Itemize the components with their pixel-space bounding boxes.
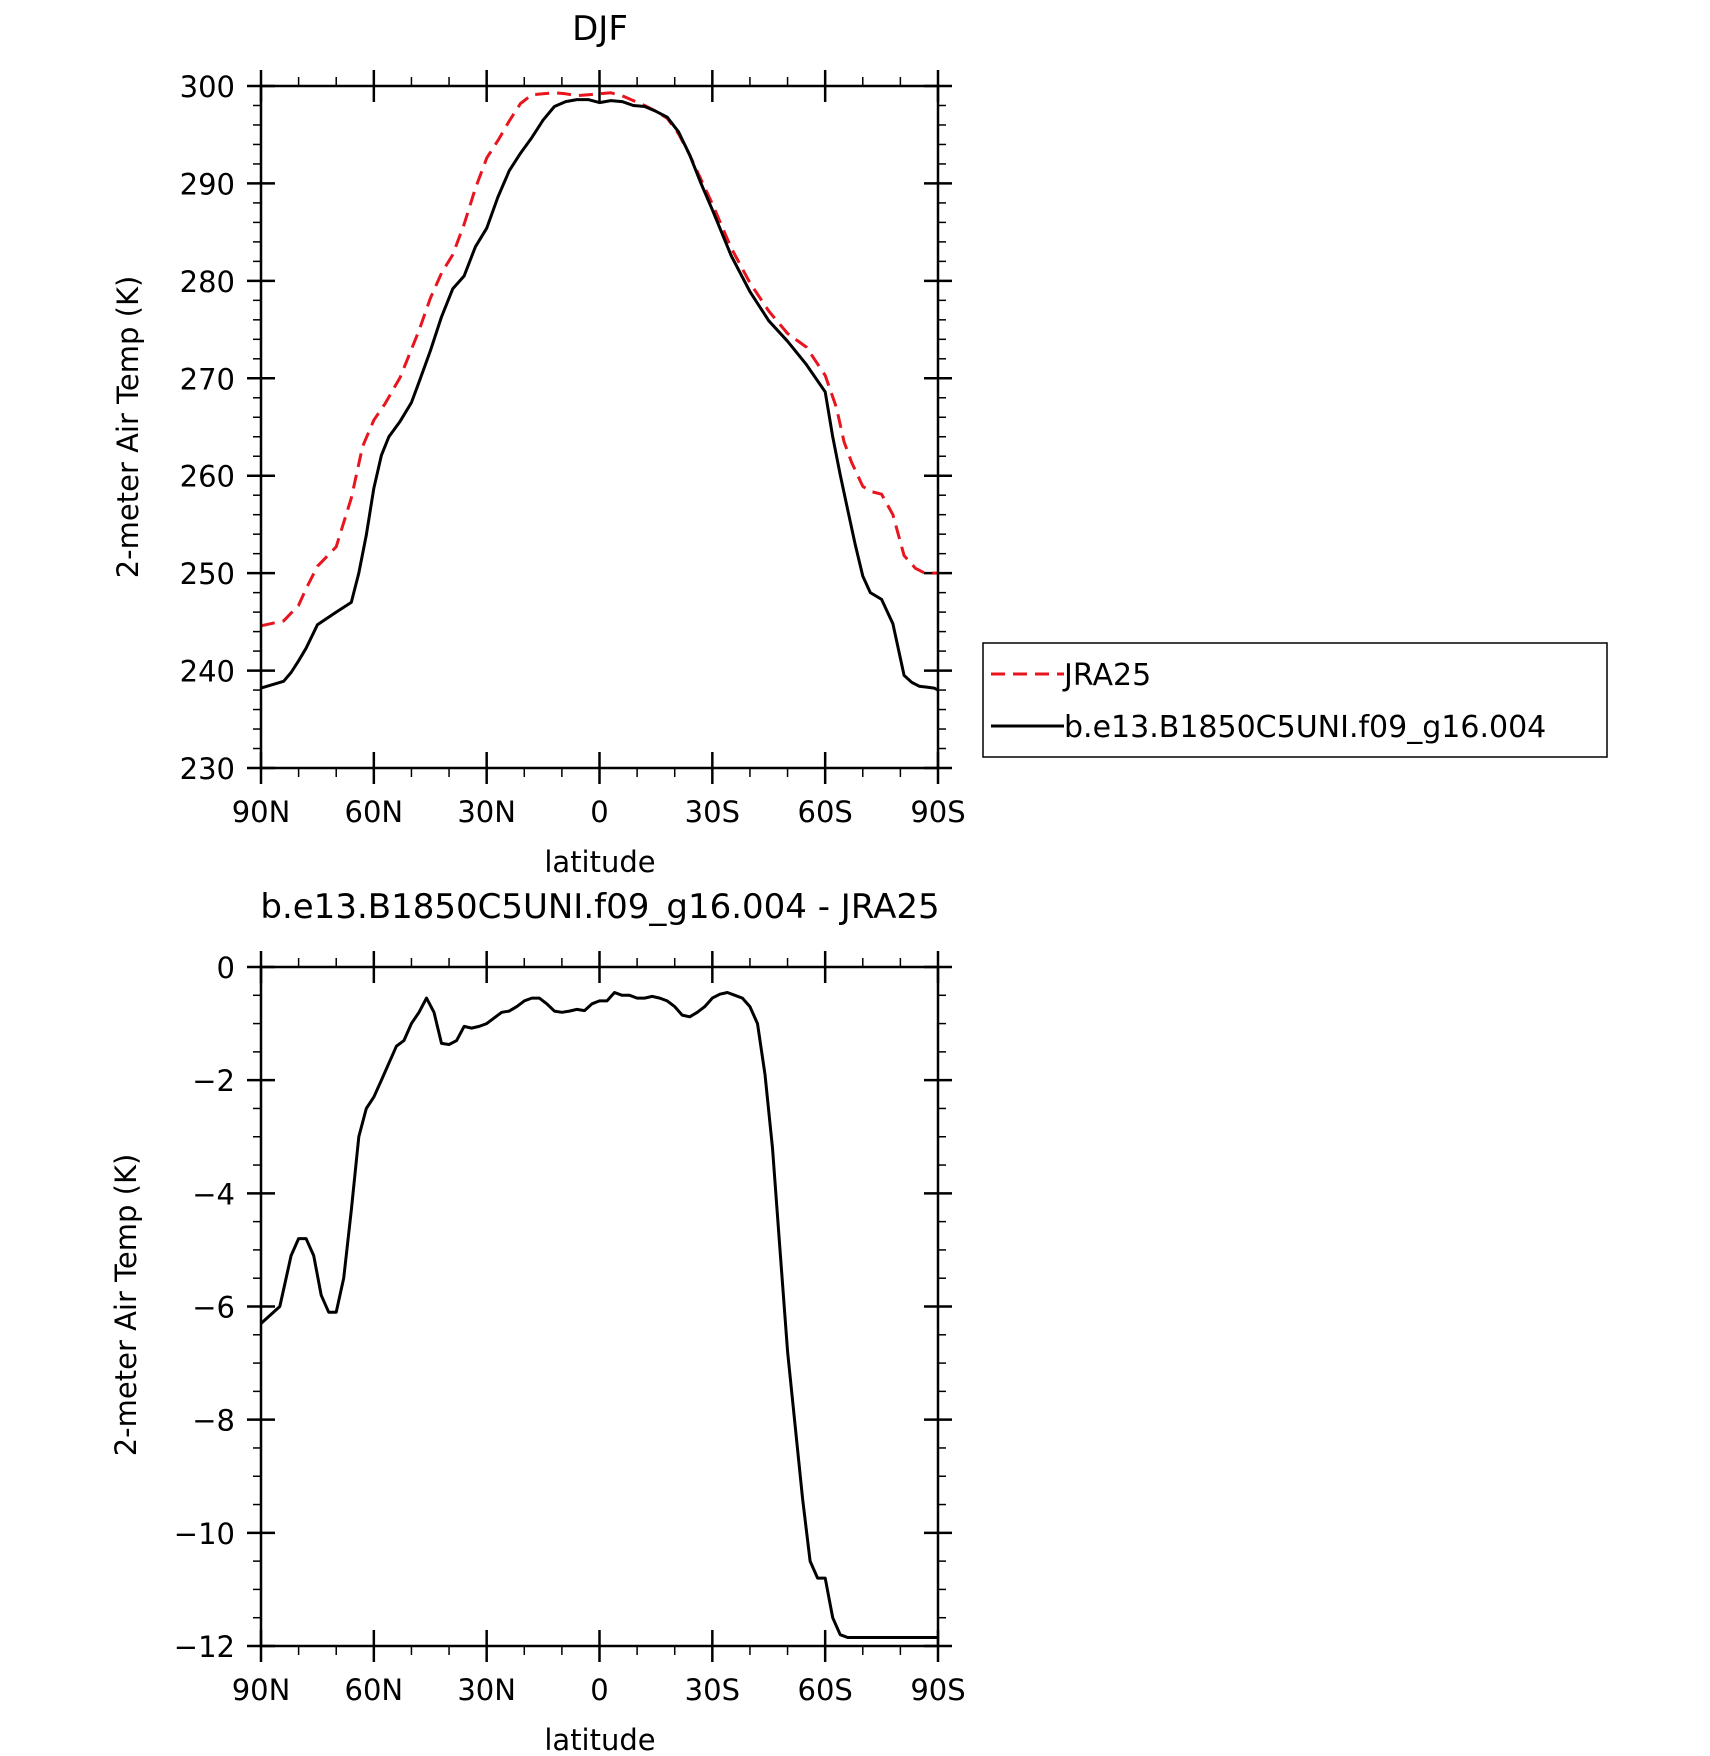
bottom-panel: b.e13.B1850C5UNI.f09_g16.004 - JRA25 2-m… [109, 887, 966, 1756]
top-y-tick-label: 280 [180, 265, 235, 299]
top-plot-frame [259, 84, 940, 770]
bottom-y-tick-label: 0 [217, 951, 235, 985]
bottom-y-tick-label: −10 [174, 1517, 235, 1551]
legend-label-model: b.e13.B1850C5UNI.f09_g16.004 [1064, 710, 1546, 745]
bottom-x-tick-label: 0 [590, 1673, 608, 1707]
bottom-plot-frame [259, 965, 940, 1648]
top-chart-title: DJF [572, 9, 628, 49]
legend: JRA25 b.e13.B1850C5UNI.f09_g16.004 [982, 642, 1608, 758]
top-x-axis-label: latitude [544, 845, 655, 879]
top-tick-labels: 90N 60N 30N 0 30S 60S 90S 230 240 250 260 270 280 290… [180, 70, 966, 829]
bottom-tick-labels: 90N 60N 30N 0 30S 60S 90S −12 −10 −8 −6 −4 −2 0 [174, 951, 966, 1707]
bottom-plot-lines [259, 991, 938, 1639]
top-y-tick-label: 270 [180, 362, 235, 396]
bottom-y-tick-label: −8 [192, 1404, 235, 1438]
top-series-line-0 [260, 91, 938, 628]
bottom-series-line-0 [259, 991, 938, 1639]
legend-box [982, 642, 1608, 758]
top-axis-ticks [247, 70, 952, 784]
top-x-tick-label: 60S [798, 795, 853, 829]
top-y-tick-label: 240 [180, 655, 235, 689]
bottom-axis-ticks [247, 951, 952, 1662]
top-y-tick-label: 230 [180, 752, 235, 786]
top-y-tick-label: 300 [180, 70, 235, 104]
top-y-tick-label: 260 [180, 460, 235, 494]
bottom-x-tick-label: 90N [232, 1673, 291, 1707]
top-x-tick-label: 90N [232, 795, 291, 829]
bottom-x-tick-label: 60S [798, 1673, 853, 1707]
bottom-y-tick-label: −4 [192, 1177, 235, 1211]
bottom-y-tick-label: −6 [192, 1291, 235, 1325]
top-y-tick-label: 290 [180, 167, 235, 201]
top-x-tick-label: 30S [685, 795, 740, 829]
bottom-x-axis-label: latitude [544, 1723, 655, 1756]
top-y-tick-label: 250 [180, 557, 235, 591]
legend-label-jra25: JRA25 [1062, 658, 1151, 693]
bottom-x-tick-label: 60N [345, 1673, 404, 1707]
top-panel: DJF 2-meter Air Temp (K) latitude 90N 60N… [111, 9, 966, 879]
bottom-x-tick-label: 30N [457, 1673, 516, 1707]
top-x-tick-label: 60N [345, 795, 404, 829]
top-x-tick-label: 30N [457, 795, 516, 829]
bottom-y-tick-label: −12 [174, 1630, 235, 1664]
bottom-x-tick-label: 30S [685, 1673, 740, 1707]
bottom-chart-title: b.e13.B1850C5UNI.f09_g16.004 - JRA25 [260, 887, 939, 927]
top-plot-lines [260, 91, 939, 692]
top-x-tick-label: 0 [590, 795, 608, 829]
bottom-x-tick-label: 90S [910, 1673, 965, 1707]
top-x-tick-label: 90S [910, 795, 965, 829]
bottom-y-tick-label: −2 [192, 1064, 235, 1098]
top-y-axis-label: 2-meter Air Temp (K) [111, 276, 145, 579]
top-series-line-1 [260, 98, 939, 692]
bottom-y-axis-label: 2-meter Air Temp (K) [109, 1154, 143, 1457]
